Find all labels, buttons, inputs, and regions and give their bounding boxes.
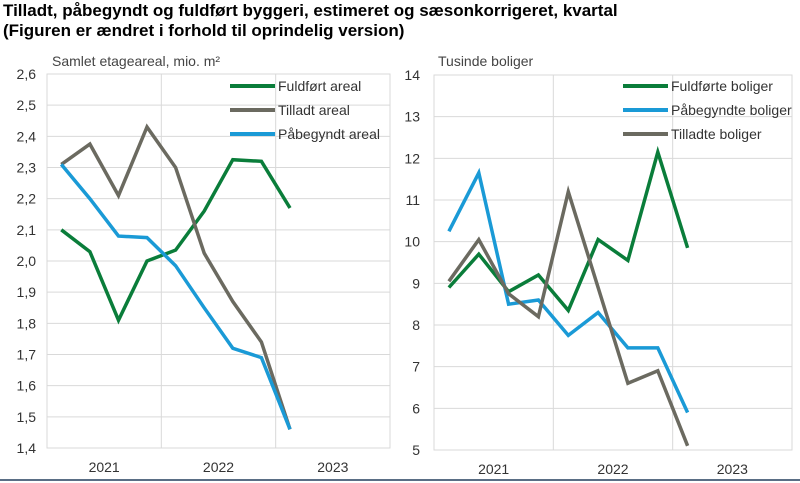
series-line-3 [59, 163, 292, 430]
series-line-1 [447, 145, 690, 314]
y-tick-label: 1,5 [17, 409, 37, 425]
y-tick-label: 2,2 [17, 191, 37, 207]
y-axis-label: Samlet etageareal, mio. m² [52, 53, 220, 69]
y-tick-label: 1,8 [17, 315, 37, 331]
y-tick-label: 1,4 [17, 440, 37, 456]
x-tick-label: 2021 [478, 461, 509, 477]
legend-label: Fuldførte boliger [671, 78, 773, 94]
y-tick-label: 10 [404, 234, 420, 250]
x-tick-label: 2023 [317, 459, 348, 475]
y-tick-label: 2,3 [17, 160, 37, 176]
chart-title: Tilladt, påbegyndt og fuldført byggeri, … [3, 1, 618, 41]
legend-label: Påbegyndte boliger [671, 102, 792, 118]
y-tick-label: 11 [405, 192, 420, 208]
x-tick-label: 2023 [717, 461, 748, 477]
y-tick-label: 2,1 [17, 222, 37, 238]
series-line-1 [60, 157, 292, 325]
y-tick-label: 1,7 [17, 347, 37, 363]
title-line-1: Tilladt, påbegyndt og fuldført byggeri, … [3, 1, 618, 20]
x-tick-label: 2021 [89, 459, 120, 475]
y-tick-label: 2,4 [17, 128, 37, 144]
legend-label: Fuldført areal [278, 78, 361, 94]
chart-panel-1: 1,4 1,5 1,6 1,7 1,8 1,9 2,0 2,1 2,2 2,3 2,4 2,5 2,6 2… [17, 53, 391, 475]
series-line-2 [60, 123, 292, 430]
y-tick-label: 2,0 [17, 253, 37, 269]
y-tick-label: 13 [404, 109, 420, 125]
bottom-divider [0, 479, 800, 481]
y-tick-label: 1,9 [17, 284, 37, 300]
y-tick-label: 14 [404, 67, 420, 83]
series-line-3 [447, 185, 690, 447]
title-line-2: (Figuren er ændret i forhold til oprinde… [3, 21, 405, 40]
y-tick-label: 1,6 [17, 378, 37, 394]
series-line-2 [447, 167, 690, 414]
y-tick-label: 8 [412, 317, 420, 333]
legend-label: Påbegyndt areal [278, 126, 380, 142]
y-tick-label: 6 [412, 400, 420, 416]
y-tick-label: 5 [412, 442, 420, 458]
legend-label: Tilladte boliger [671, 126, 762, 142]
y-tick-label: 2,6 [17, 66, 37, 82]
x-tick-label: 2022 [203, 459, 234, 475]
y-tick-label: 12 [404, 150, 420, 166]
y-tick-label: 7 [412, 359, 420, 375]
x-tick-label: 2022 [597, 461, 628, 477]
y-axis-label: Tusinde boliger [438, 53, 534, 69]
y-tick-label: 9 [412, 275, 420, 291]
chart-panel-2: 5 6 7 8 9 10 11 12 13 14 2021 2022 2023 Tusinde bolig… [404, 53, 793, 477]
legend-label: Tilladt areal [278, 102, 350, 118]
y-tick-label: 2,5 [17, 97, 37, 113]
